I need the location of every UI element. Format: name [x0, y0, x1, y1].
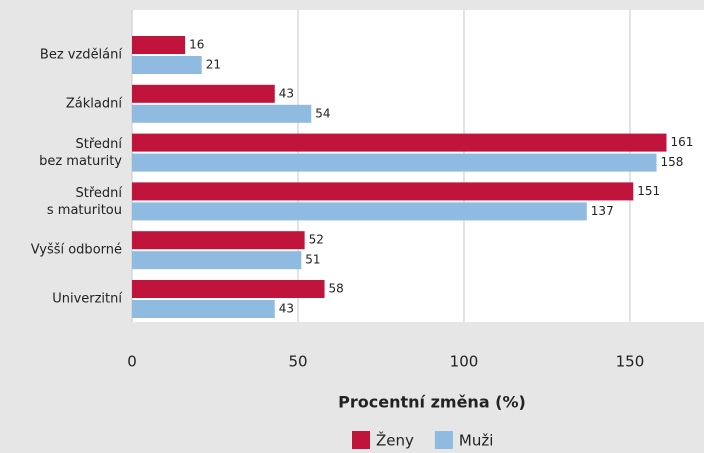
value-label: 52 — [309, 233, 324, 247]
value-label: 137 — [591, 204, 614, 218]
y-tick-label: Střední s maturitou — [47, 185, 123, 217]
bar — [132, 84, 275, 103]
value-label: 151 — [637, 184, 660, 198]
x-tick-label: 50 — [288, 353, 307, 371]
value-label: 158 — [661, 155, 684, 169]
bar — [132, 251, 302, 270]
value-label: 43 — [279, 302, 294, 316]
value-label: 161 — [670, 135, 693, 149]
bar — [132, 36, 186, 54]
y-tick-label: Střední bez maturity — [39, 137, 122, 169]
bar — [132, 182, 634, 201]
legend-swatch — [352, 431, 370, 449]
bar — [132, 300, 275, 318]
bar — [132, 104, 312, 123]
value-label: 54 — [315, 106, 330, 120]
x-tick-label: 0 — [127, 353, 137, 371]
value-label: 16 — [189, 38, 204, 52]
legend-swatch — [434, 431, 453, 449]
legend-label: Ženy — [376, 431, 414, 450]
y-tick-label: Vyšší odborné — [31, 243, 122, 258]
value-label: 51 — [305, 253, 320, 267]
legend-label: Muži — [459, 432, 494, 450]
y-tick-label: Základní — [66, 96, 122, 111]
value-label: 43 — [279, 86, 294, 100]
bar — [132, 133, 667, 152]
y-tick-label: Univerzitní — [52, 292, 122, 307]
bar — [132, 56, 202, 74]
x-tick-label: 150 — [616, 353, 645, 371]
value-label: 58 — [329, 282, 344, 296]
bar — [132, 231, 305, 250]
bar — [132, 202, 587, 221]
bar — [132, 280, 325, 298]
value-label: 21 — [206, 58, 221, 72]
x-axis-title: Procentní změna (%) — [338, 393, 526, 412]
bar — [132, 153, 657, 172]
y-tick-label: Bez vzdělání — [40, 48, 122, 63]
x-tick-label: 100 — [450, 353, 479, 371]
